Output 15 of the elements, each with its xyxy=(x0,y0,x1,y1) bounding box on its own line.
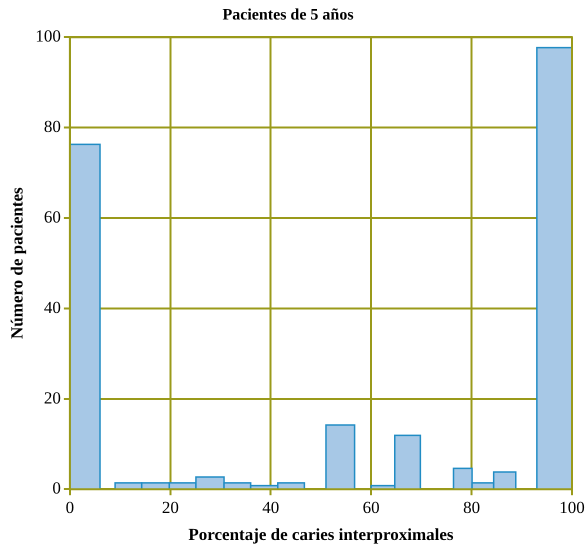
y-tick-label: 0 xyxy=(52,478,61,498)
y-tick-label: 60 xyxy=(44,207,61,226)
x-tick-label: 20 xyxy=(162,498,179,517)
y-axis-title: Número de pacientes xyxy=(8,186,27,340)
x-tick-label: 40 xyxy=(262,498,280,517)
x-axis-title: Porcentaje de caries interproximales xyxy=(188,525,454,544)
y-tick-label: 20 xyxy=(44,388,61,408)
y-tick-label: 100 xyxy=(35,26,61,46)
y-tick-label: 80 xyxy=(44,117,61,136)
chart-title: Pacientes de 5 años xyxy=(222,6,354,24)
x-tick-label: 60 xyxy=(362,498,380,517)
x-tick-label: 0 xyxy=(66,498,74,517)
x-tick-label: 100 xyxy=(559,498,585,517)
y-tick-label: 40 xyxy=(44,298,61,317)
x-tick-label: 80 xyxy=(463,498,480,517)
